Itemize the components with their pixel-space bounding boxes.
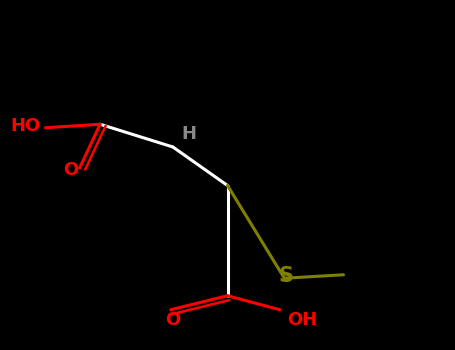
Text: O: O <box>63 161 78 179</box>
Text: S: S <box>278 266 293 287</box>
Text: HO: HO <box>11 117 41 135</box>
Text: O: O <box>165 310 181 329</box>
Text: OH: OH <box>287 310 317 329</box>
Text: H: H <box>182 125 196 143</box>
